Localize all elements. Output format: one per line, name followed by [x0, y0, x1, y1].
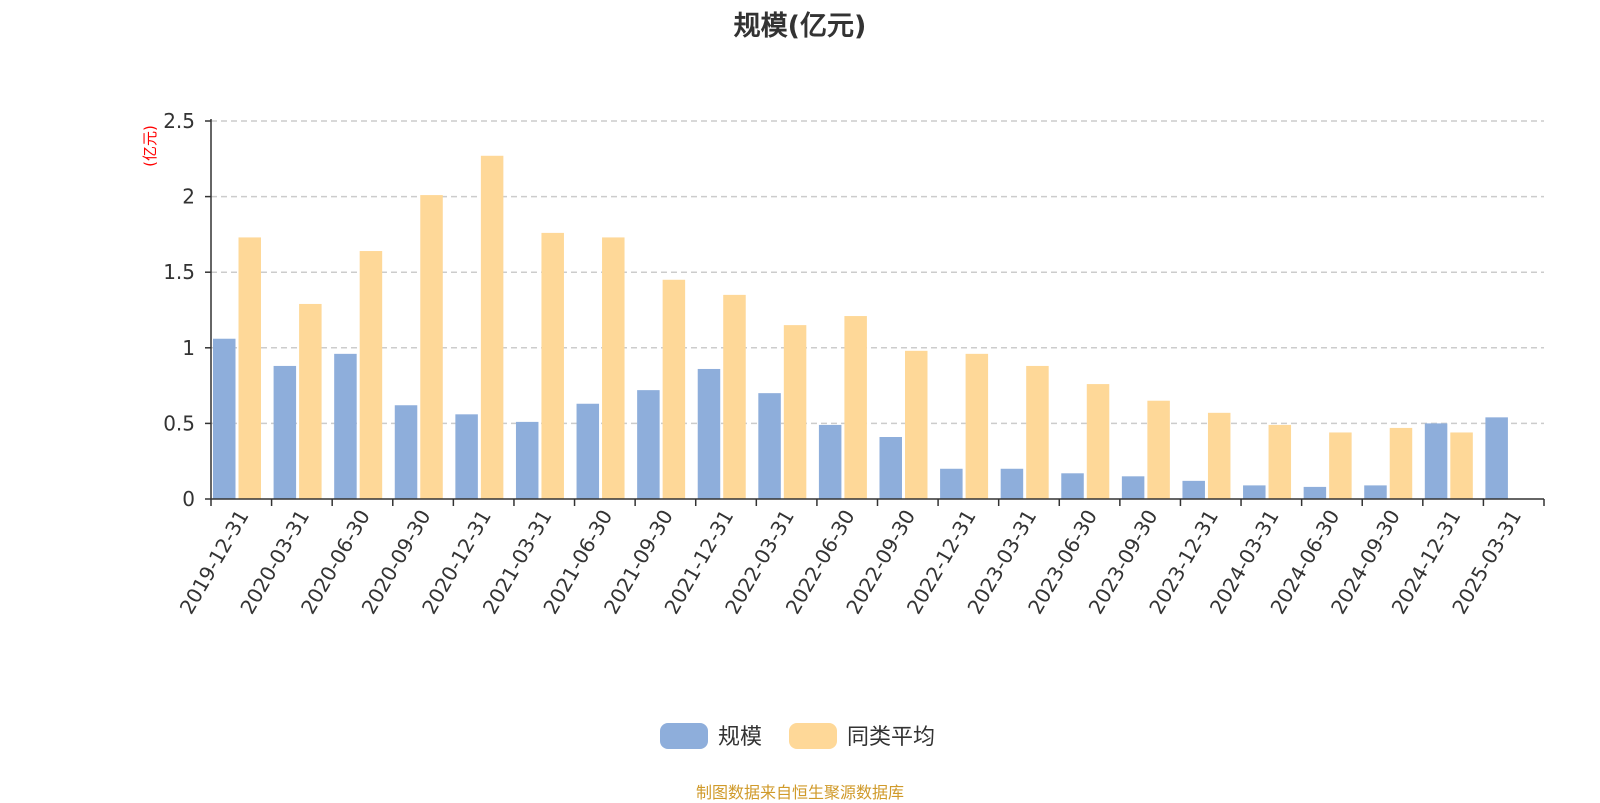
- bar-peer-average[interactable]: [602, 237, 625, 499]
- bar-peer-average[interactable]: [480, 155, 504, 499]
- legend[interactable]: 规模 同类平均: [660, 723, 935, 750]
- bars: [213, 155, 1508, 499]
- y-tick-label: 1: [182, 336, 195, 360]
- bar-peer-average[interactable]: [420, 195, 443, 499]
- bar-scale[interactable]: [879, 437, 903, 499]
- bar-peer-average[interactable]: [1329, 432, 1352, 499]
- bar-scale[interactable]: [1121, 476, 1145, 499]
- bar-peer-average[interactable]: [238, 237, 262, 499]
- bar-scale[interactable]: [637, 390, 660, 499]
- bar-scale[interactable]: [576, 403, 600, 499]
- bar-peer-average[interactable]: [662, 279, 686, 499]
- y-tick-label: 2.5: [163, 109, 195, 133]
- bar-scale[interactable]: [1000, 468, 1024, 499]
- bar-scale[interactable]: [1061, 473, 1084, 499]
- bar-peer-average[interactable]: [844, 316, 867, 499]
- bar-scale[interactable]: [758, 393, 781, 499]
- bar-scale[interactable]: [515, 421, 539, 499]
- legend-label: 同类平均: [847, 725, 935, 750]
- bar-scale[interactable]: [334, 353, 357, 499]
- bar-peer-average[interactable]: [1207, 412, 1231, 499]
- y-tick-label: 2: [182, 185, 195, 209]
- bar-scale[interactable]: [1364, 485, 1387, 499]
- bar-peer-average[interactable]: [783, 325, 807, 499]
- bar-peer-average[interactable]: [541, 232, 564, 499]
- bar-scale[interactable]: [213, 338, 236, 499]
- legend-swatch: [789, 723, 837, 749]
- legend-item-scale[interactable]: 规模: [660, 723, 762, 750]
- y-tick-label: 0.5: [163, 411, 195, 435]
- bar-peer-average[interactable]: [1147, 400, 1170, 499]
- bar-scale[interactable]: [455, 414, 478, 499]
- y-axis-unit-label: (亿元): [141, 125, 159, 167]
- y-tick-label: 0: [182, 487, 195, 511]
- legend-item-peer-average[interactable]: 同类平均: [789, 723, 935, 750]
- bar-scale[interactable]: [1243, 485, 1266, 499]
- bar-scale[interactable]: [1424, 423, 1448, 499]
- bar-scale[interactable]: [1303, 486, 1327, 499]
- bar-scale[interactable]: [273, 365, 297, 499]
- bar-peer-average[interactable]: [1268, 424, 1292, 499]
- legend-label: 规模: [718, 725, 762, 750]
- bar-peer-average[interactable]: [723, 294, 746, 499]
- bar-peer-average[interactable]: [1450, 432, 1473, 499]
- y-tick-label: 1.5: [163, 260, 195, 284]
- bar-peer-average[interactable]: [359, 251, 383, 499]
- legend-swatch: [660, 723, 708, 749]
- bar-peer-average[interactable]: [905, 350, 928, 499]
- bar-peer-average[interactable]: [299, 303, 322, 499]
- bar-scale[interactable]: [818, 424, 842, 499]
- bar-peer-average[interactable]: [1389, 427, 1413, 499]
- source-note: 制图数据来自恒生聚源数据库: [695, 783, 904, 802]
- gridlines: [211, 120, 1544, 425]
- bar-scale[interactable]: [940, 468, 963, 499]
- bar-scale[interactable]: [1182, 480, 1205, 499]
- bar-peer-average[interactable]: [1086, 384, 1110, 499]
- bar-scale[interactable]: [1485, 417, 1508, 499]
- bar-peer-average[interactable]: [965, 353, 989, 499]
- bar-scale[interactable]: [697, 368, 721, 499]
- bar-peer-average[interactable]: [1026, 365, 1049, 499]
- chart-title: 规模(亿元): [733, 11, 867, 42]
- bar-scale[interactable]: [394, 405, 418, 499]
